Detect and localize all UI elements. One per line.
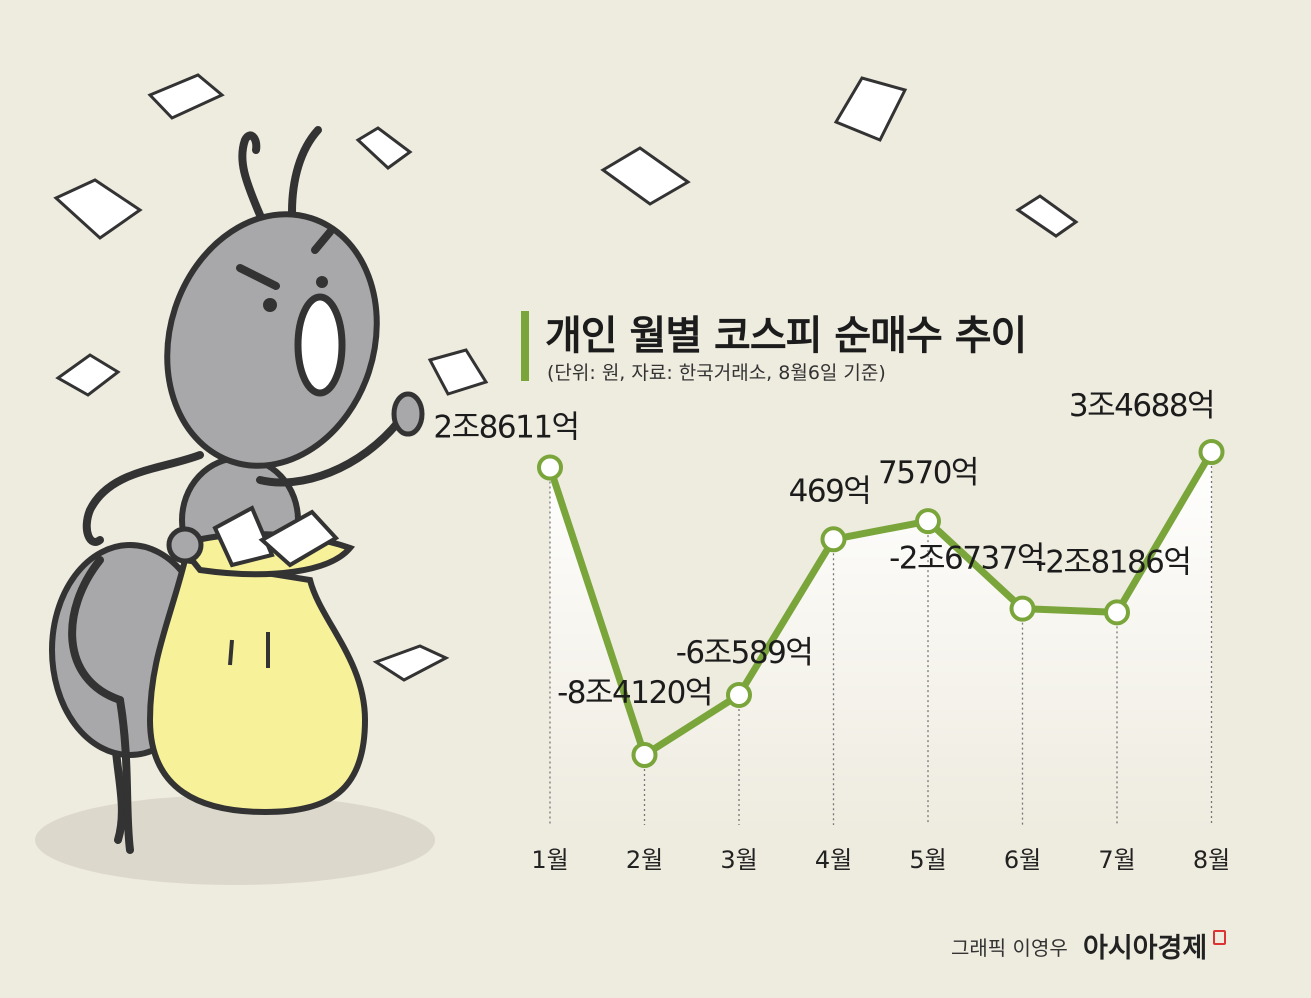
x-tick-label: 8월 [1193, 846, 1230, 874]
data-point [631, 742, 658, 768]
data-point [1198, 439, 1225, 465]
data-label: -2조6737억 [889, 541, 1044, 577]
data-point [915, 508, 941, 535]
data-label: -2조8186억 [1036, 544, 1191, 580]
data-label: -8조4120억 [557, 675, 712, 711]
data-label: 2조8611억 [433, 409, 578, 445]
data-label: -6조589억 [676, 635, 813, 671]
data-point [726, 681, 752, 708]
data-point [820, 526, 847, 553]
brand-mark-icon [1213, 930, 1226, 945]
chart-subtitle: (단위: 원, 자료: 한국거래소, 8월6일 기준) [547, 362, 886, 384]
brand-logo: 아시아경제 [1083, 933, 1208, 964]
x-tick-label: 2월 [626, 846, 663, 874]
title-accent-bar [521, 311, 529, 381]
ground-shadow [35, 795, 435, 885]
paper-icon [53, 73, 1079, 682]
data-point [1104, 599, 1130, 626]
x-tick-label: 7월 [1098, 846, 1135, 874]
x-tick-label: 4월 [815, 846, 852, 874]
series-line [546, 450, 1215, 759]
x-tick-label: 1월 [531, 846, 568, 874]
data-label: 3조4688억 [1069, 388, 1214, 424]
x-tick-label: 5월 [909, 846, 946, 874]
data-label: 7570억 [878, 455, 978, 491]
graphic-credit: 그래픽 이영우 [951, 936, 1068, 960]
chart-title: 개인 월별 코스피 순매수 추이 [545, 313, 1027, 359]
x-tick-label: 3월 [720, 846, 757, 874]
data-point [1009, 595, 1036, 622]
data-point [537, 454, 563, 481]
area-fill [550, 452, 1212, 835]
data-label: 469억 [789, 473, 871, 509]
x-tick-label: 6월 [1004, 846, 1041, 874]
